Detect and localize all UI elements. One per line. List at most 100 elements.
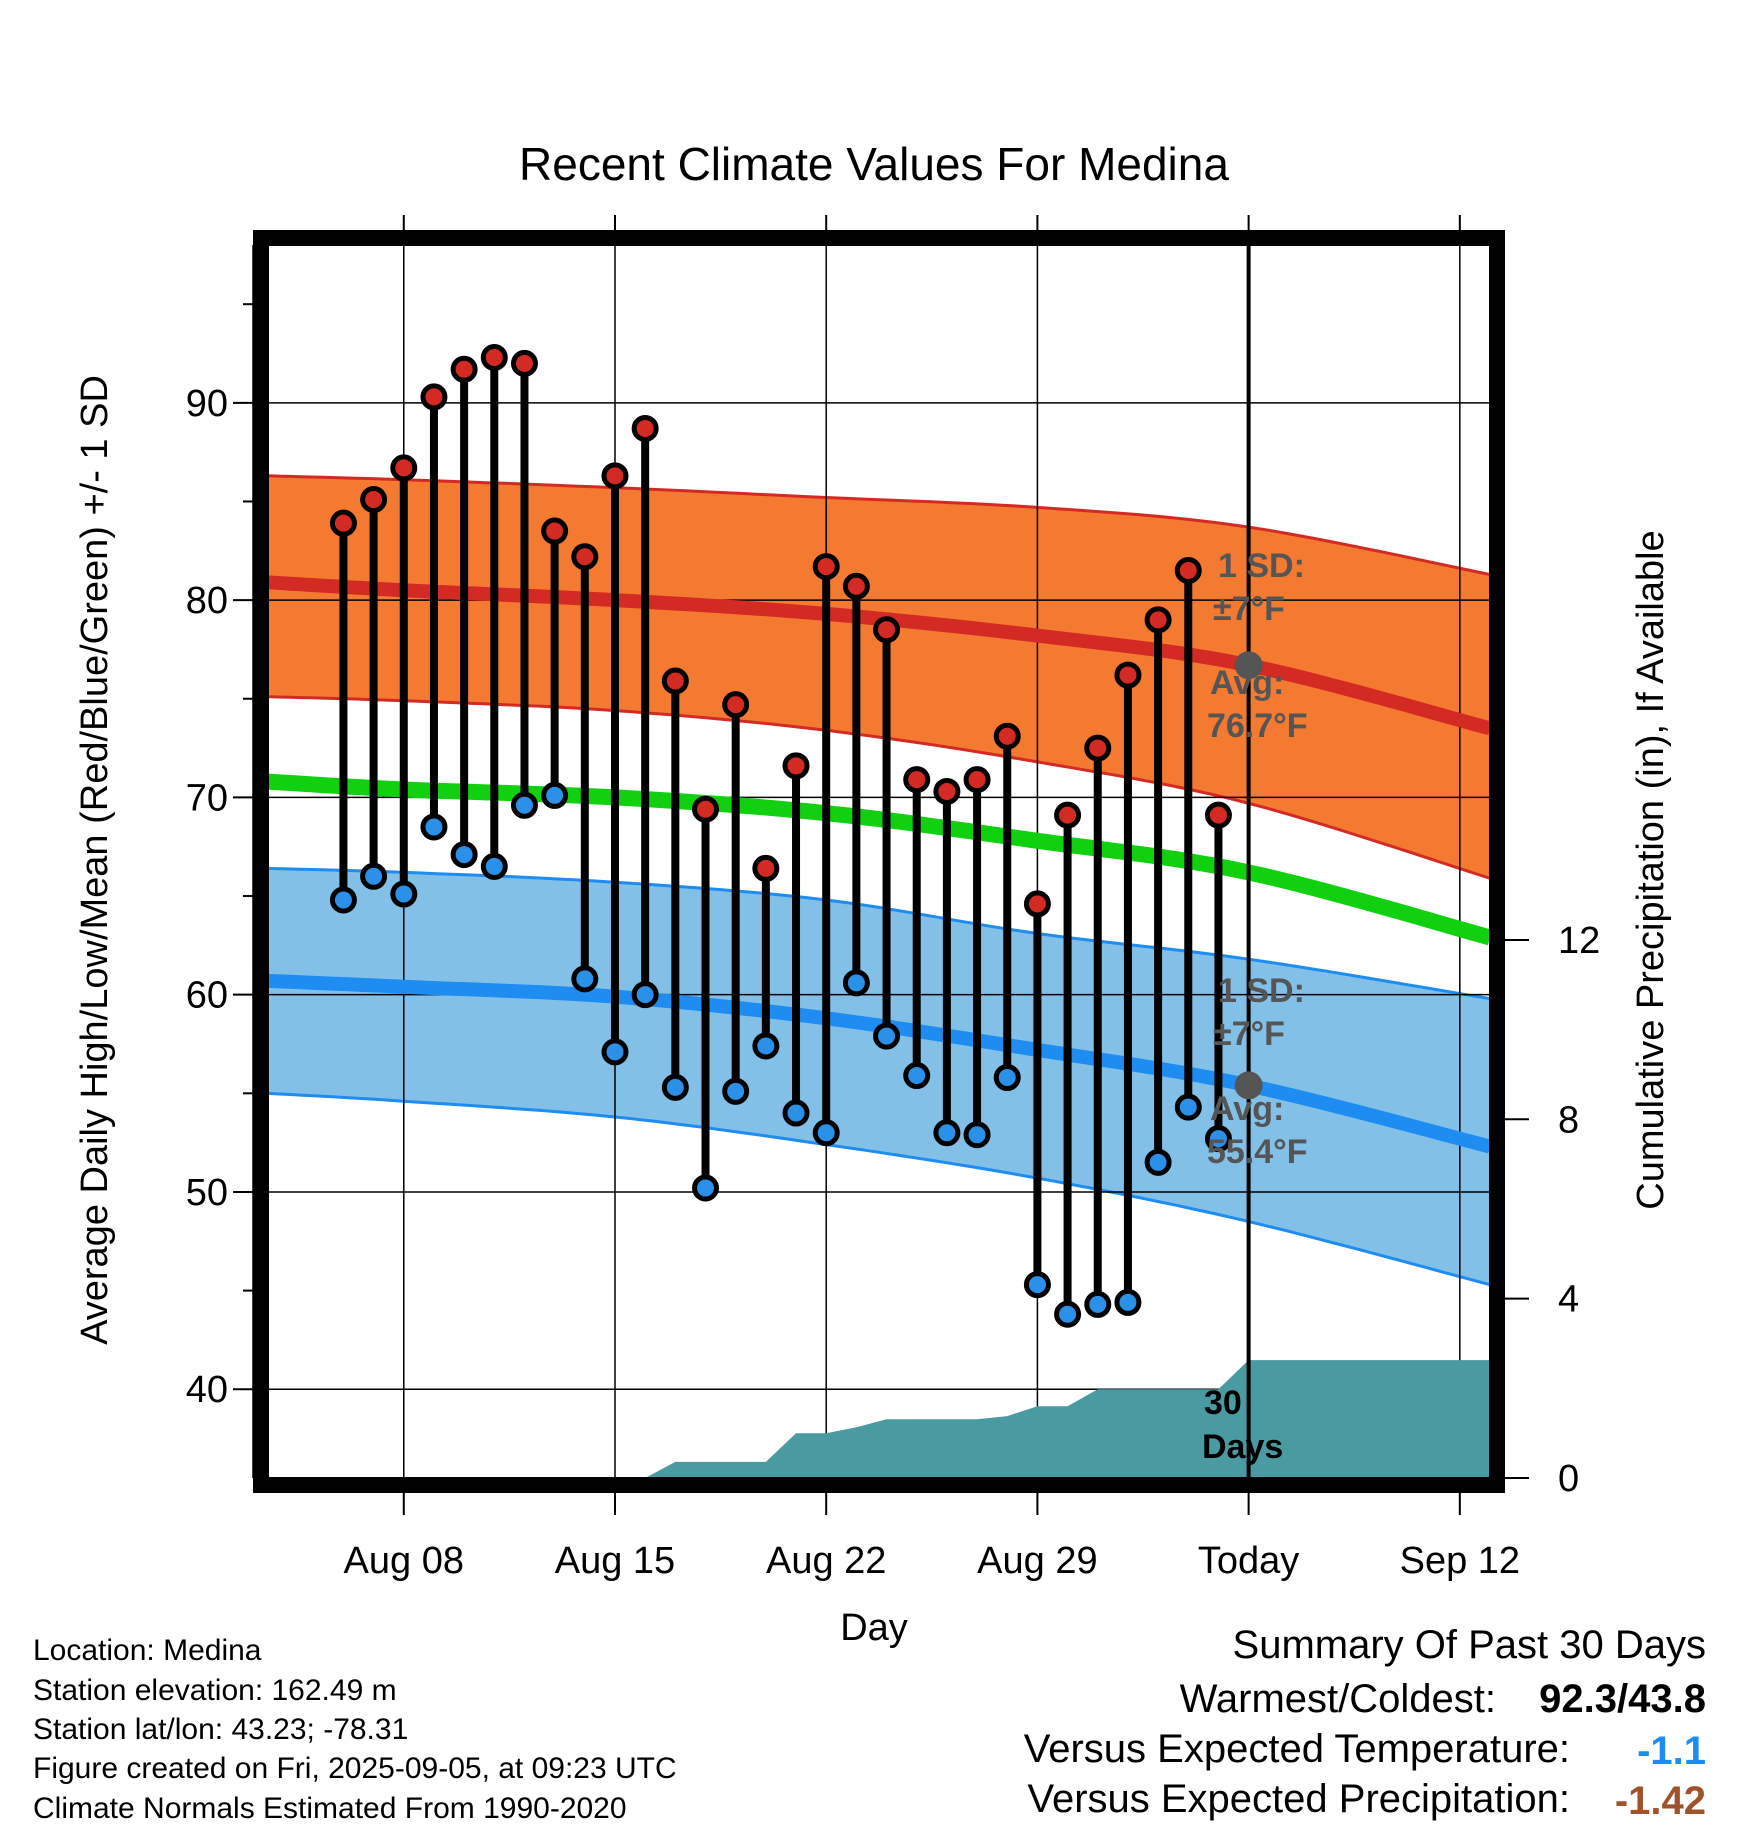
y-axis-title: Average Daily High/Low/Mean (Red/Blue/Gr…	[74, 375, 116, 1345]
daily-low-point	[601, 1038, 629, 1066]
daily-low-point	[360, 862, 388, 890]
y-tick-label: 50	[186, 1172, 228, 1214]
plot-clipped-group	[268, 245, 1490, 1478]
summary-temp-value: -1.1	[1637, 1729, 1706, 1773]
daily-high-point	[601, 462, 629, 490]
plot-frame	[253, 230, 1505, 1493]
daily-high-point	[541, 517, 569, 545]
daily-low-point	[541, 781, 569, 809]
high-avg-label: Avg:	[1210, 664, 1284, 702]
daily-low-point	[390, 880, 418, 908]
footer-location: Location: Medina	[33, 1634, 262, 1667]
daily-high-point	[842, 572, 870, 600]
precip-days-label: Days	[1202, 1428, 1283, 1466]
daily-low-point	[812, 1119, 840, 1147]
footer-normals: Climate Normals Estimated From 1990-2020	[33, 1792, 627, 1825]
daily-high-point	[933, 777, 961, 805]
daily-high-point	[993, 722, 1021, 750]
daily-high-point	[1114, 661, 1142, 689]
daily-low-point	[903, 1062, 931, 1090]
daily-high-point	[631, 414, 659, 442]
precipitation-area	[268, 1360, 1490, 1478]
daily-low-point	[1084, 1290, 1112, 1318]
daily-high-point	[571, 543, 599, 571]
daily-low-point	[933, 1119, 961, 1147]
high-avg-value: 76.7°F	[1207, 707, 1308, 745]
daily-low-point	[1054, 1300, 1082, 1328]
x-tick-label: Aug 29	[977, 1540, 1097, 1582]
daily-high-point	[420, 383, 448, 411]
y-tick-label: 40	[186, 1369, 228, 1411]
daily-low-point	[692, 1174, 720, 1202]
daily-low-point	[782, 1099, 810, 1127]
low-sd-value: ±7°F	[1213, 1015, 1285, 1053]
daily-high-point	[873, 616, 901, 644]
summary-warm-cold-value: 92.3/43.8	[1539, 1677, 1706, 1721]
x-tick-label: Aug 08	[344, 1540, 464, 1582]
daily-low-point	[1204, 1125, 1232, 1153]
daily-low-point	[1114, 1288, 1142, 1316]
low-avg-value: 55.4°F	[1207, 1133, 1308, 1171]
footer-created: Figure created on Fri, 2025-09-05, at 09…	[33, 1752, 677, 1785]
daily-high-point	[661, 667, 689, 695]
daily-high-point	[963, 766, 991, 794]
x-tick-label: Aug 22	[766, 1540, 886, 1582]
daily-high-point	[1023, 890, 1051, 918]
y-tick-label: 60	[186, 975, 228, 1017]
daily-high-point	[752, 854, 780, 882]
today-low-avg-marker	[1234, 1071, 1263, 1100]
chart-title: Recent Climate Values For Medina	[519, 138, 1229, 190]
daily-low-point	[480, 852, 508, 880]
daily-high-point	[329, 509, 357, 537]
footer-latlon: Station lat/lon: 43.23; -78.31	[33, 1713, 408, 1746]
daily-high-point	[1054, 801, 1082, 829]
y-tick-label: 70	[186, 777, 228, 819]
daily-low-point	[722, 1077, 750, 1105]
daily-low-point	[631, 981, 659, 1009]
daily-high-point	[1144, 606, 1172, 634]
daily-high-point	[1204, 801, 1232, 829]
summary-precip-value: -1.42	[1615, 1779, 1706, 1823]
daily-low-point	[420, 813, 448, 841]
summary-warm-cold-label: Warmest/Coldest:	[1180, 1677, 1496, 1721]
daily-high-point	[510, 349, 538, 377]
daily-high-point	[722, 691, 750, 719]
daily-high-point	[692, 795, 720, 823]
daily-low-point	[450, 841, 478, 869]
daily-low-point	[842, 969, 870, 997]
y2-tick-label: 0	[1558, 1458, 1579, 1500]
precip-count-label: 30	[1204, 1384, 1242, 1422]
y-tick-label: 90	[186, 383, 228, 425]
x-tick-label: Today	[1198, 1540, 1299, 1582]
daily-low-point	[510, 791, 538, 819]
daily-high-point	[1084, 734, 1112, 762]
daily-low-point	[661, 1073, 689, 1101]
low-avg-label: Avg:	[1210, 1090, 1284, 1128]
daily-high-point	[480, 343, 508, 371]
daily-low-point	[993, 1064, 1021, 1092]
summary-title: Summary Of Past 30 Days	[1233, 1623, 1706, 1667]
high-sd-value: ±7°F	[1213, 590, 1285, 628]
daily-low-point	[571, 965, 599, 993]
daily-low-point	[1023, 1271, 1051, 1299]
y2-tick-label: 12	[1558, 920, 1600, 962]
daily-low-point	[1144, 1148, 1172, 1176]
low-sd-label: 1 SD:	[1218, 972, 1305, 1010]
summary-precip-label: Versus Expected Precipitation:	[1027, 1777, 1570, 1821]
daily-low-point	[963, 1121, 991, 1149]
y-tick-label: 80	[186, 580, 228, 622]
daily-high-point	[782, 752, 810, 780]
daily-high-point	[1174, 557, 1202, 585]
daily-low-point	[752, 1032, 780, 1060]
plot-area: 1 SD: ±7°F Avg: 76.7°F 1 SD: ±7°F Avg: 55.4°F 30…	[186, 215, 1600, 1582]
daily-high-point	[390, 454, 418, 482]
y2-tick-label: 8	[1558, 1099, 1579, 1141]
daily-high-point	[360, 485, 388, 513]
y2-axis-title: Cumulative Precipitation (in), If Availa…	[1630, 530, 1672, 1209]
footer-elevation: Station elevation: 162.49 m	[33, 1674, 397, 1707]
daily-low-point	[1174, 1093, 1202, 1121]
x-tick-label: Sep 12	[1400, 1540, 1520, 1582]
high-sd-label: 1 SD:	[1218, 547, 1305, 585]
daily-low-point	[329, 886, 357, 914]
x-tick-label: Aug 15	[555, 1540, 675, 1582]
